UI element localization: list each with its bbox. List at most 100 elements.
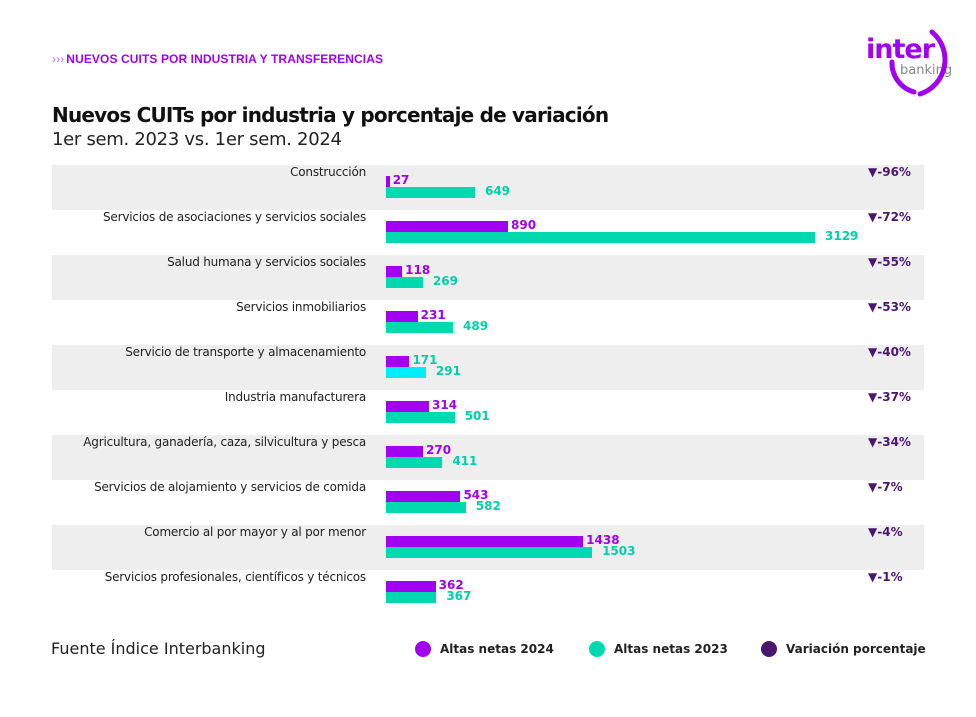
variation-label: ▼-34% — [868, 435, 911, 480]
value-label-2023: 501 — [464, 409, 490, 423]
chart-row: Servicios profesionales, científicos y t… — [52, 570, 924, 615]
variation-label: ▼-37% — [868, 390, 911, 435]
value-label-2024: 231 — [420, 308, 446, 322]
value-label-2023: 582 — [475, 499, 501, 513]
variation-value: -7% — [877, 480, 903, 494]
chart-row: Comercio al por mayor y al por menor 1438… — [52, 525, 924, 570]
chart-row: Servicios de alojamiento y servicios de … — [52, 480, 924, 525]
chart-subtitle: 1er sem. 2023 vs. 1er sem. 2024 — [52, 129, 342, 150]
down-triangle-icon: ▼ — [868, 525, 878, 539]
bar-2024 — [386, 536, 584, 547]
variation-label: ▼-1% — [868, 570, 903, 615]
variation-label: ▼-53% — [868, 300, 911, 345]
category-label: Servicio de transporte y almacenamiento — [125, 345, 366, 359]
variation-label: ▼-40% — [868, 345, 911, 390]
down-triangle-icon: ▼ — [868, 210, 878, 224]
bar-2024 — [386, 401, 430, 412]
bar-2023 — [386, 412, 455, 423]
bar-2023 — [386, 187, 475, 198]
bar-2023 — [386, 322, 454, 333]
chart-row: Servicio de transporte y almacenamiento 1… — [52, 345, 924, 390]
variation-value: -72% — [877, 210, 911, 224]
value-label-2023: 489 — [463, 319, 489, 333]
value-label-2023: 269 — [432, 274, 458, 288]
chart-row: Servicios inmobiliarios 231 489 ▼-53% — [52, 300, 924, 345]
bar-2024 — [386, 581, 436, 592]
value-label-2023: 1503 — [602, 544, 636, 558]
category-label: Servicios inmobiliarios — [236, 300, 366, 314]
triple-chevron-icon: ››› — [52, 52, 65, 66]
value-label-2024: 890 — [511, 218, 537, 232]
variation-value: -55% — [877, 255, 911, 269]
down-triangle-icon: ▼ — [868, 480, 878, 494]
value-label-2024: 1438 — [586, 533, 620, 547]
value-label-2024: 362 — [438, 578, 464, 592]
bar-2023 — [386, 367, 426, 378]
legend-label: Variación porcentaje — [786, 642, 926, 656]
bar-2023 — [386, 232, 815, 243]
category-label: Construcción — [290, 165, 366, 179]
legend-2023: Altas netas 2023 — [589, 641, 728, 657]
value-label-2023: 367 — [446, 589, 472, 603]
legend-2024: Altas netas 2024 — [415, 641, 554, 657]
variation-label: ▼-96% — [868, 165, 911, 210]
category-label: Servicios profesionales, científicos y t… — [104, 570, 366, 584]
value-label-2024: 27 — [392, 173, 410, 187]
value-label-2024: 270 — [426, 443, 452, 457]
category-label: Industria manufacturera — [224, 390, 366, 404]
svg-text:inter: inter — [866, 34, 936, 65]
variation-value: -37% — [877, 390, 911, 404]
chart-title: Nuevos CUITs por industria y porcentaje … — [52, 103, 609, 127]
value-label-2023: 411 — [452, 454, 478, 468]
svg-text:banking: banking — [900, 63, 952, 78]
category-label: Agricultura, ganadería, caza, silvicultu… — [83, 435, 366, 449]
variation-value: -40% — [877, 345, 911, 359]
value-label-2024: 543 — [463, 488, 489, 502]
value-label-2023: 291 — [435, 364, 461, 378]
chart-row: Construcción 27 649 ▼-96% — [52, 165, 924, 210]
bar-2024 — [386, 491, 461, 502]
category-label: Servicios de alojamiento y servicios de … — [94, 480, 366, 494]
bar-2024 — [386, 311, 418, 322]
bar-2024 — [386, 266, 403, 277]
value-label-2023: 649 — [484, 184, 511, 198]
down-triangle-icon: ▼ — [868, 300, 878, 314]
variation-label: ▼-4% — [868, 525, 903, 570]
category-label: Salud humana y servicios sociales — [167, 255, 366, 269]
variation-value: -34% — [877, 435, 911, 449]
legend-variation: Variación porcentaje — [761, 641, 926, 657]
kicker-text: NUEVOS CUITS POR INDUSTRIA Y TRANSFERENC… — [66, 52, 384, 66]
source-note: Fuente Índice Interbanking — [51, 639, 266, 658]
variation-value: -1% — [877, 570, 903, 584]
category-label: Comercio al por mayor y al por menor — [144, 525, 366, 539]
down-triangle-icon: ▼ — [868, 435, 878, 449]
category-label: Servicios de asociaciones y servicios so… — [103, 210, 366, 224]
down-triangle-icon: ▼ — [868, 570, 878, 584]
bar-2023 — [386, 502, 466, 513]
legend-dot-icon — [761, 641, 777, 657]
variation-label: ▼-7% — [868, 480, 903, 525]
down-triangle-icon: ▼ — [868, 345, 878, 359]
chart-row: Industria manufacturera 314 501 ▼-37% — [52, 390, 924, 435]
legend-label: Altas netas 2024 — [440, 642, 554, 656]
chart-row: Servicios de asociaciones y servicios so… — [52, 210, 924, 255]
interbanking-logo: inter banking — [866, 29, 952, 97]
bar-2023 — [386, 547, 593, 558]
legend-label: Altas netas 2023 — [614, 642, 728, 656]
down-triangle-icon: ▼ — [868, 255, 878, 269]
variation-value: -53% — [877, 300, 911, 314]
bar-2023 — [386, 277, 423, 288]
legend-dot-icon — [589, 641, 605, 657]
bar-2024 — [386, 356, 410, 367]
bar-2024 — [386, 221, 509, 232]
bar-2024 — [386, 446, 424, 457]
variation-label: ▼-55% — [868, 255, 911, 300]
variation-value: -96% — [877, 165, 911, 179]
chart-row: Agricultura, ganadería, caza, silvicultu… — [52, 435, 924, 480]
legend-dot-icon — [415, 641, 431, 657]
section-kicker: ››› NUEVOS CUITS POR INDUSTRIA Y TRANSFER… — [52, 52, 383, 66]
down-triangle-icon: ▼ — [868, 165, 878, 179]
bar-2023 — [386, 592, 437, 603]
bar-2024 — [386, 176, 390, 187]
